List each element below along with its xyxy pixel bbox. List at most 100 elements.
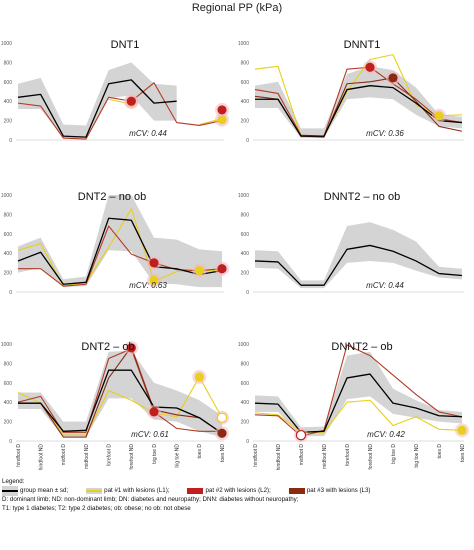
panel-title: DNNT1 bbox=[344, 39, 381, 51]
chart-panel-5: 0 200 400 600 800 1000 hindfoot D hindfoot ND mi… bbox=[1, 340, 229, 471]
x-tick-label: toes ND bbox=[460, 444, 466, 462]
y-tick-label: 400 bbox=[241, 251, 250, 257]
x-tick-label: midfoot ND bbox=[322, 444, 328, 469]
x-tick-label: hindfoot ND bbox=[38, 444, 44, 471]
y-tick-label: 200 bbox=[4, 271, 13, 277]
lesion-marker-pat2 bbox=[365, 62, 375, 72]
series-line-mean bbox=[17, 217, 223, 285]
y-tick-label: 800 bbox=[241, 361, 250, 367]
y-tick-label: 200 bbox=[4, 119, 13, 125]
lesion-marker-pat1 bbox=[457, 425, 467, 435]
series-line-mean bbox=[255, 85, 463, 137]
x-tick-label: midfoot ND bbox=[84, 444, 90, 469]
y-tick-label: 800 bbox=[4, 60, 13, 66]
x-tick-label: midfoot D bbox=[299, 444, 305, 466]
figure-title: Regional PP (kPa) bbox=[191, 2, 283, 14]
y-tick-label: 400 bbox=[4, 400, 13, 406]
y-tick-label: 800 bbox=[4, 361, 13, 367]
panel-title: DNT1 bbox=[111, 39, 140, 51]
y-tick-label: 400 bbox=[241, 99, 250, 105]
x-tick-label: hindfoot D bbox=[253, 444, 259, 467]
x-tick-label: toes D bbox=[197, 444, 203, 459]
series-line-pat1 bbox=[254, 54, 463, 137]
legend-label-pat2: pat #2 with lesions (L2); bbox=[205, 487, 271, 495]
y-tick-label: 0 bbox=[246, 138, 249, 144]
y-tick-label: 800 bbox=[241, 212, 250, 218]
x-tick-label: forefoot D bbox=[106, 444, 112, 466]
chart-panel-1: 0 200 400 600 800 1000 DNT1 mCV: 0.44 bbox=[1, 39, 229, 144]
legend-note-1: D: dominant limb; ND: non-dominant limb;… bbox=[2, 496, 299, 504]
series-line-mean bbox=[254, 244, 463, 286]
y-tick-label: 0 bbox=[246, 290, 249, 296]
mcv-label: mCV: 0.61 bbox=[131, 430, 169, 439]
series-line-pat2 bbox=[254, 344, 463, 437]
x-tick-label: hindfoot ND bbox=[276, 444, 282, 471]
chart-panel-6: 0 200 400 600 800 1000 hindfoot D hindfoot ND mi… bbox=[238, 341, 469, 470]
y-tick-label: 400 bbox=[241, 400, 250, 406]
chart-panel-4: 0 200 400 600 800 1000 DNNT2 – no ob mCV: 0.44 bbox=[238, 191, 464, 296]
legend-label-pat1: pat #1 with lesions (L1); bbox=[104, 487, 170, 495]
y-tick-label: 1000 bbox=[238, 193, 249, 199]
y-tick-label: 1000 bbox=[1, 342, 12, 348]
lesion-marker-pat2 bbox=[149, 407, 159, 417]
lesion-marker-pat1 bbox=[216, 412, 228, 423]
y-tick-label: 1000 bbox=[1, 41, 12, 47]
chart-grid: 0 200 400 600 800 1000 DNT1 mCV: 0.44 0 200 400 600… bbox=[1, 39, 469, 471]
y-tick-label: 800 bbox=[4, 212, 13, 218]
x-tick-label: big toe ND bbox=[174, 444, 180, 468]
y-tick-label: 0 bbox=[9, 290, 12, 296]
series-line-mean bbox=[18, 369, 223, 434]
lesion-marker-pat2 bbox=[126, 343, 136, 353]
y-tick-label: 200 bbox=[241, 119, 250, 125]
y-tick-label: 0 bbox=[9, 439, 12, 445]
series-line-mean bbox=[254, 373, 463, 433]
x-tick-label: big toe D bbox=[152, 444, 158, 464]
y-tick-label: 1000 bbox=[238, 41, 249, 47]
lesion-marker-pat2 bbox=[217, 105, 227, 115]
legend: Legend: group mean ± sd; pat #1 with les… bbox=[2, 478, 472, 513]
sd-band bbox=[18, 350, 222, 438]
x-tick-label: midfoot D bbox=[61, 444, 67, 466]
lesion-marker-pat2 bbox=[126, 96, 136, 106]
panel-title: DNNT2 – ob bbox=[331, 341, 392, 353]
y-tick-label: 0 bbox=[9, 138, 12, 144]
x-tick-label: toes ND bbox=[220, 444, 226, 462]
legend-item-pat2: pat #2 with lesions (L2); bbox=[187, 487, 271, 495]
lesion-marker-pat2 bbox=[295, 429, 307, 441]
y-tick-label: 200 bbox=[241, 271, 250, 277]
legend-label-mean: group mean ± sd; bbox=[20, 487, 69, 495]
lesion-marker-pat2 bbox=[217, 264, 227, 274]
sd-band bbox=[18, 195, 222, 288]
series-line-pat2 bbox=[18, 225, 223, 287]
x-tick-label: toes D bbox=[437, 444, 443, 459]
y-tick-label: 600 bbox=[241, 232, 250, 238]
x-tick-label: big toe D bbox=[391, 444, 397, 464]
sd-band bbox=[18, 62, 177, 139]
legend-item-mean: group mean ± sd; bbox=[2, 486, 69, 497]
series-line-pat1 bbox=[254, 399, 463, 433]
chart-panel-3: 0 200 400 600 800 1000 DNT2 – no ob mCV: 0.63 bbox=[1, 191, 229, 296]
x-tick-label: big toe ND bbox=[414, 444, 420, 468]
y-tick-label: 1000 bbox=[238, 342, 249, 348]
lesion-marker-pat1 bbox=[194, 266, 204, 276]
y-tick-label: 600 bbox=[241, 381, 250, 387]
mcv-label: mCV: 0.44 bbox=[366, 281, 404, 290]
sd-band bbox=[255, 351, 462, 437]
series-line-pat2 bbox=[17, 348, 222, 433]
legend-swatch-pat2 bbox=[187, 488, 204, 495]
legend-item-pat1: pat #1 with lesions (L1); bbox=[86, 487, 169, 495]
legend-note-2: T1: type 1 diabetes; T2: type 2 diabetes… bbox=[2, 504, 191, 512]
y-tick-label: 1000 bbox=[1, 193, 12, 199]
sd-band bbox=[255, 66, 462, 139]
legend-swatch-pat1 bbox=[86, 488, 103, 495]
y-tick-label: 0 bbox=[246, 439, 249, 445]
y-tick-label: 600 bbox=[4, 232, 13, 238]
mcv-label: mCV: 0.44 bbox=[129, 129, 167, 138]
y-tick-label: 400 bbox=[4, 251, 13, 257]
lesion-marker-pat3 bbox=[217, 428, 227, 438]
y-tick-label: 600 bbox=[4, 80, 13, 86]
lesion-marker-pat1 bbox=[217, 115, 227, 125]
panel-title: DNNT2 – no ob bbox=[324, 191, 400, 203]
chart-panel-2: 0 200 400 600 800 1000 DNNT1 mCV: 0.36 bbox=[238, 39, 464, 144]
y-tick-label: 600 bbox=[241, 80, 250, 86]
